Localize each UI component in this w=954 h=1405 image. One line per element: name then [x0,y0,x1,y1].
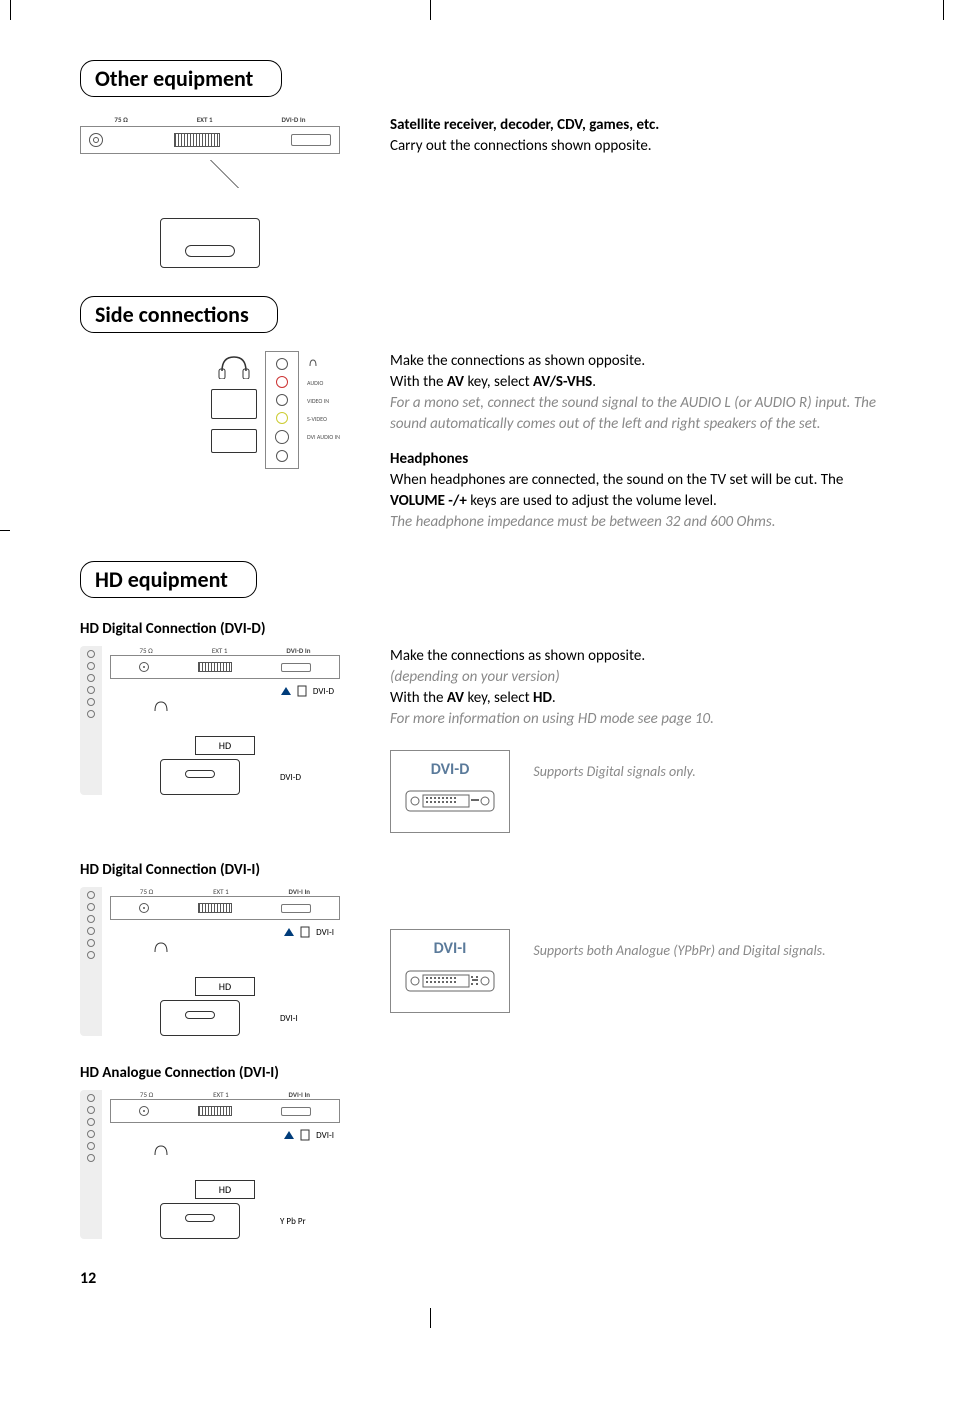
side-mono-note: For a mono set, connect the sound signal… [390,393,894,435]
diagram-side-connections: AUDIO VIDEO IN S-VIDEO DVI AUDIO IN [80,351,340,511]
hd-select-line: With the AV key, select HD. [390,688,894,709]
cable-label-dvid: DVI-D [313,686,334,697]
bottom-label-dvid: DVI-D [280,772,301,783]
connector-dvi-i-note: Supports both Analogue (YPbPr) and Digit… [533,941,825,961]
headphone-icon [214,351,254,379]
connector-dvi-i-label: DVI-I [405,938,495,960]
hd-box-label-2: HD [195,977,255,996]
external-device-icon [160,218,260,268]
side-label-audio: AUDIO [307,379,340,387]
hd-port-ohm: 75 Ω [140,646,153,655]
headphones-heading: Headphones [390,449,894,470]
hd3-port-ext1: EXT 1 [213,1090,229,1099]
side-label-svideo: S-VIDEO [307,415,340,423]
arrow-up-icon-3 [284,1131,294,1139]
side-intro: Make the connections as shown opposite. [390,351,894,372]
game-console-icon [211,429,257,453]
hd-intro: Make the connections as shown opposite. [390,646,894,667]
cable-icon [210,160,368,188]
subheading-dvi-i: HD Digital Connection (DVI-I) [80,861,894,879]
arrow-up-icon-2 [284,928,294,936]
hd-back-panel-icon-2 [110,896,340,920]
hd-back-panel-icon-3 [110,1099,340,1123]
dvi-plug-icon-2 [300,926,310,938]
port-label-dvid: DVI-D In [281,115,305,124]
cable-label-dvii: DVI-I [316,927,334,938]
diagram-hd-analogue: 75 Ω EXT 1 DVI-I In DVI-I [80,1090,340,1239]
connector-dvi-d-label: DVI-D [405,759,495,781]
coax-port-icon [89,133,103,147]
side-panel-icon [265,351,299,469]
headphone-jack-icon [276,358,288,370]
camcorder-icon [211,389,257,419]
hd-side-panel-icon [80,646,102,795]
dvi-i-connector-icon [405,967,495,995]
hd-port-dvid-in: DVI-D In [286,646,310,655]
subheading-analogue: HD Analogue Connection (DVI-I) [80,1064,894,1082]
side-devices-icon [211,351,257,453]
dvi-audio-jack-icon [276,450,288,462]
hd2-port-ohm: 75 Ω [140,887,153,896]
impedance-note: The headphone impedance must be between … [390,512,894,533]
port-label-ext1: EXT 1 [197,115,213,124]
diagram-hd-dvi-i: 75 Ω EXT 1 DVI-I In DVI-I [80,887,340,1036]
hd-back-panel-icon [110,655,340,679]
port-label-ohm: 75 Ω [114,115,127,124]
hd-more-info: For more information on using HD mode se… [390,709,894,730]
cable-label-dvii-2: DVI-I [316,1130,334,1141]
diagram-other-equipment: 75 Ω EXT 1 DVI-D In [80,115,340,268]
hd-source-device-icon [160,759,240,795]
hd-box-label-3: HD [195,1180,255,1199]
tv-back-panel [80,126,340,154]
heading-side-connections: Side connections [80,296,278,333]
hd-side-panel-icon-3 [80,1090,102,1239]
section-other-equipment: Other equipment 75 Ω EXT 1 DVI-D In [80,60,894,268]
satellite-text: Carry out the connections shown opposite… [390,136,894,157]
diagram-hd-dvi-d: 75 Ω EXT 1 DVI-D In DVI-D [80,646,340,795]
headphone-mini-icon-2 [150,938,172,958]
connector-dvi-d-note: Supports Digital signals only. [533,762,695,782]
bottom-label-dvii: DVI-I [280,1013,298,1024]
hd3-port-ohm: 75 Ω [140,1090,153,1099]
bottom-label-ypbpr: Y Pb Pr [280,1216,306,1227]
hd-side-panel-icon-2 [80,887,102,1036]
side-label-video: VIDEO IN [307,397,340,405]
video-jack-icon [276,412,288,424]
hd-box-label: HD [195,736,255,755]
page-number: 12 [80,1269,894,1288]
hd-port-ext1: EXT 1 [212,646,228,655]
heading-other-equipment: Other equipment [80,60,282,97]
hd-source-device-icon-2 [160,1000,240,1036]
section-hd-equipment: HD equipment HD Digital Connection (DVI-… [80,561,894,1239]
audio-r-jack-icon [276,376,288,388]
heading-hd-equipment: HD equipment [80,561,257,598]
dvi-plug-icon-3 [300,1129,310,1141]
dvi-plug-icon [297,685,307,697]
headphone-mini-icon-3 [150,1141,172,1161]
hd-source-device-icon-3 [160,1203,240,1239]
connector-dvi-d-box: DVI-D [390,750,510,833]
headphone-label-icon [307,357,319,369]
side-label-dvi-audio: DVI AUDIO IN [307,433,340,441]
dvi-port-icon [291,134,331,146]
headphones-line: When headphones are connected, the sound… [390,470,894,512]
hd2-port-dvii-in: DVI-I In [289,887,311,896]
side-av-line: With the AV key, select AV/S-VHS. [390,372,894,393]
connector-dvi-i-box: DVI-I [390,929,510,1012]
hd2-port-ext1: EXT 1 [213,887,229,896]
arrow-up-icon [281,687,291,695]
scart-port-icon [174,133,220,147]
dvi-d-connector-icon [405,787,495,815]
svideo-jack-icon [275,430,289,444]
headphone-mini-icon [150,697,172,717]
audio-l-jack-icon [276,394,288,406]
hd-version-note: (depending on your version) [390,667,894,688]
hd3-port-dvii-in: DVI-I In [289,1090,311,1099]
subheading-dvi-d: HD Digital Connection (DVI-D) [80,620,894,638]
satellite-title: Satellite receiver, decoder, CDV, games,… [390,115,894,136]
section-side-connections: Side connections AU [80,296,894,533]
